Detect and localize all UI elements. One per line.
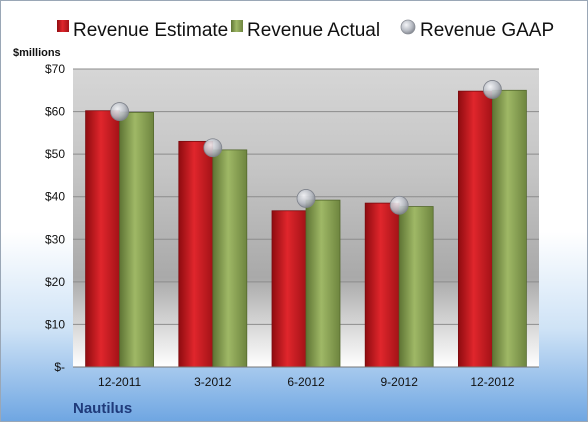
y-tick-label: $- [54, 360, 65, 374]
x-tick-label: 3-2012 [194, 375, 232, 389]
marker-revenue-gaap [482, 80, 502, 99]
legend-swatch-estimate [57, 20, 69, 32]
x-tick-label: 12-2011 [98, 375, 141, 389]
bar-revenue-estimate [457, 90, 493, 368]
y-axis-unit-label: $millions [13, 47, 61, 59]
legend-label-estimate: Revenue Estimate [73, 20, 228, 41]
marker-revenue-gaap [296, 189, 316, 208]
legend-item-revenue-gaap[interactable]: Revenue GAAP [400, 19, 554, 41]
legend-item-revenue-estimate[interactable]: Revenue Estimate [57, 20, 228, 41]
x-tick-label: 12-2012 [470, 375, 514, 389]
bar-revenue-estimate [271, 210, 307, 368]
bar-revenue-actual [491, 89, 527, 368]
bar-revenue-estimate [178, 140, 214, 368]
y-tick-label: $70 [45, 62, 65, 76]
bar-revenue-actual [212, 149, 248, 368]
marker-revenue-gaap [110, 102, 129, 121]
marker-revenue-gaap [203, 138, 223, 158]
bar-revenue-actual [119, 112, 154, 368]
y-axis-ticks: $- $10 $20 $30 $40 $50 $60 $70 [45, 62, 65, 374]
y-tick-label: $50 [45, 147, 65, 161]
bar-revenue-estimate [85, 110, 120, 368]
x-axis-ticks: 12-2011 3-2012 6-2012 9-2012 12-2012 [98, 375, 515, 389]
legend: Revenue Estimate Revenue Actual Revenue … [57, 19, 554, 41]
company-label: Nautilus [73, 400, 132, 417]
bar-revenue-estimate [364, 202, 400, 368]
marker-revenue-gaap [389, 195, 409, 215]
y-tick-label: $60 [45, 105, 65, 119]
bar-revenue-actual [305, 199, 341, 368]
x-tick-label: 6-2012 [287, 375, 325, 389]
y-tick-label: $20 [45, 275, 65, 289]
x-tick-label: 9-2012 [381, 375, 419, 389]
legend-item-revenue-actual[interactable]: Revenue Actual [231, 20, 380, 41]
legend-marker-gaap [400, 19, 416, 35]
y-tick-label: $30 [45, 232, 65, 246]
y-tick-label: $10 [45, 317, 65, 331]
legend-label-gaap: Revenue GAAP [420, 20, 554, 41]
y-tick-label: $40 [45, 190, 65, 204]
gaap-markers [110, 80, 502, 215]
legend-label-actual: Revenue Actual [247, 20, 380, 41]
bar-revenue-actual [398, 206, 434, 368]
legend-swatch-actual [231, 20, 243, 32]
